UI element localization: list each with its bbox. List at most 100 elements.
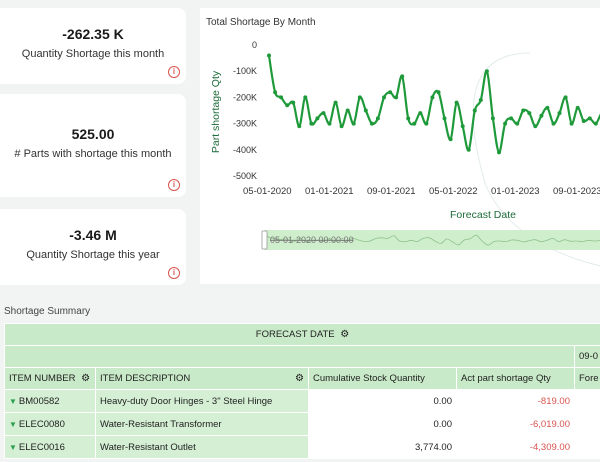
info-icon[interactable]: i: [168, 66, 180, 78]
data-point[interactable]: [291, 100, 296, 105]
x-tick-label: 01-01-2021: [305, 186, 354, 197]
table-row[interactable]: ▼ ELEC0080 Water-Resistant Transformer 0.…: [4, 412, 600, 436]
table-row[interactable]: ▼ BM00582 Heavy-duty Door Hinges - 3" Ste…: [4, 389, 600, 413]
data-point[interactable]: [309, 121, 314, 126]
col-header-fore[interactable]: Fore: [573, 367, 600, 390]
kpi-value: -262.35 K: [62, 26, 124, 42]
expand-triangle-icon[interactable]: ▼: [9, 396, 17, 406]
item-number-cell[interactable]: ▼ ELEC0080: [4, 412, 96, 436]
x-tick-label: 09-01-2023: [553, 186, 600, 197]
info-icon[interactable]: i: [168, 267, 180, 279]
data-point[interactable]: [400, 74, 405, 79]
item-number: BM00582: [18, 395, 60, 407]
col-header-cumulative[interactable]: Cumulative Stock Quantity: [308, 367, 457, 390]
col-header-label: ITEM NUMBER: [9, 373, 76, 384]
data-point[interactable]: [593, 121, 598, 126]
data-point[interactable]: [533, 124, 538, 129]
zoom-slider-track: [264, 230, 600, 250]
data-point[interactable]: [339, 124, 344, 129]
gear-icon[interactable]: ⚙: [81, 373, 91, 384]
data-point[interactable]: [345, 108, 350, 113]
data-point[interactable]: [412, 121, 417, 126]
data-point[interactable]: [545, 105, 550, 110]
data-point[interactable]: [484, 69, 489, 74]
data-point[interactable]: [509, 116, 514, 121]
data-point[interactable]: [569, 121, 574, 126]
data-point[interactable]: [285, 103, 290, 108]
data-point[interactable]: [497, 150, 501, 155]
data-point[interactable]: [442, 116, 447, 121]
data-point[interactable]: [581, 119, 586, 123]
data-point[interactable]: [297, 124, 302, 129]
table-row[interactable]: ▼ ELEC0016 Water-Resistant Outlet 3,774.0…: [4, 435, 600, 459]
empty-cell: [573, 412, 600, 436]
shortage-summary-table: FORECAST DATE ⚙ 09-0 ITEM NUMBER ⚙ ITEM …: [3, 323, 600, 459]
data-point[interactable]: [466, 147, 471, 152]
data-point[interactable]: [333, 100, 338, 105]
item-description-cell: Heavy-duty Door Hinges - 3" Steel Hinge: [95, 389, 309, 413]
data-point[interactable]: [503, 121, 508, 126]
data-point[interactable]: [321, 111, 326, 116]
data-point[interactable]: [363, 108, 368, 113]
data-point[interactable]: [369, 121, 374, 126]
zoom-slider[interactable]: 05-01-2020 00:00:00: [261, 230, 600, 250]
data-point[interactable]: [351, 121, 356, 126]
expand-triangle-icon[interactable]: ▼: [9, 442, 17, 452]
col-header-act-shortage[interactable]: Act part shortage Qty: [456, 367, 575, 390]
data-point[interactable]: [478, 98, 483, 102]
item-description-cell: Water-Resistant Transformer: [95, 412, 309, 436]
item-number: ELEC0016: [18, 441, 65, 453]
data-point[interactable]: [267, 53, 271, 58]
forecast-date-header[interactable]: FORECAST DATE ⚙: [3, 323, 600, 346]
kpi-value: 525.00: [71, 126, 115, 142]
data-point[interactable]: [394, 95, 399, 100]
y-tick-label: -500K: [233, 171, 257, 181]
data-point[interactable]: [357, 95, 362, 100]
data-point[interactable]: [424, 121, 429, 126]
item-number-cell[interactable]: ▼ BM00582: [4, 389, 96, 413]
zoom-slider-label: 05-01-2020 00:00:00: [270, 235, 354, 245]
data-point[interactable]: [490, 116, 495, 121]
x-tick-label: 09-01-2021: [367, 186, 416, 197]
data-point[interactable]: [472, 108, 477, 113]
data-point[interactable]: [418, 111, 423, 116]
data-point[interactable]: [430, 95, 435, 100]
data-point[interactable]: [315, 116, 320, 121]
shortage-cell: -6,019.00: [456, 412, 575, 436]
data-point[interactable]: [587, 116, 592, 121]
data-point[interactable]: [551, 121, 556, 126]
data-point[interactable]: [375, 116, 380, 121]
info-icon[interactable]: i: [168, 179, 180, 191]
item-number-cell[interactable]: ▼ ELEC0016: [4, 435, 96, 459]
shortage-chart-card: Total Shortage By Month 0 -100K -200K -300K…: [200, 8, 600, 284]
data-point[interactable]: [575, 105, 580, 110]
data-point[interactable]: [388, 90, 393, 95]
data-point[interactable]: [460, 124, 465, 129]
data-point[interactable]: [382, 95, 386, 100]
data-point[interactable]: [448, 137, 453, 142]
data-point[interactable]: [539, 113, 544, 118]
data-point[interactable]: [527, 111, 532, 116]
data-point[interactable]: [521, 108, 526, 113]
data-point[interactable]: [557, 111, 562, 116]
data-point[interactable]: [279, 95, 284, 100]
gear-icon[interactable]: ⚙: [340, 329, 350, 340]
col-header-item-number[interactable]: ITEM NUMBER ⚙: [4, 367, 96, 390]
data-point[interactable]: [436, 90, 441, 95]
expand-triangle-icon[interactable]: ▼: [9, 419, 17, 429]
data-point[interactable]: [515, 121, 520, 126]
data-point[interactable]: [563, 95, 568, 100]
data-point[interactable]: [454, 100, 459, 105]
header-spacer: [4, 345, 575, 368]
gear-icon[interactable]: ⚙: [295, 373, 304, 384]
data-point[interactable]: [273, 90, 278, 95]
data-point[interactable]: [327, 121, 332, 126]
data-point[interactable]: [406, 116, 411, 121]
shortage-line-chart[interactable]: 0 -100K -200K -300K -400K -500K 05-01-2020 01-…: [200, 8, 600, 284]
col-header-label: ITEM DESCRIPTION: [100, 373, 191, 384]
date-column-header[interactable]: 09-0: [573, 345, 600, 368]
data-point[interactable]: [303, 95, 308, 100]
zoom-slider-handle[interactable]: [261, 230, 268, 250]
x-tick-label: 05-01-2020: [243, 186, 292, 197]
col-header-item-description[interactable]: ITEM DESCRIPTION ⚙: [95, 367, 309, 390]
